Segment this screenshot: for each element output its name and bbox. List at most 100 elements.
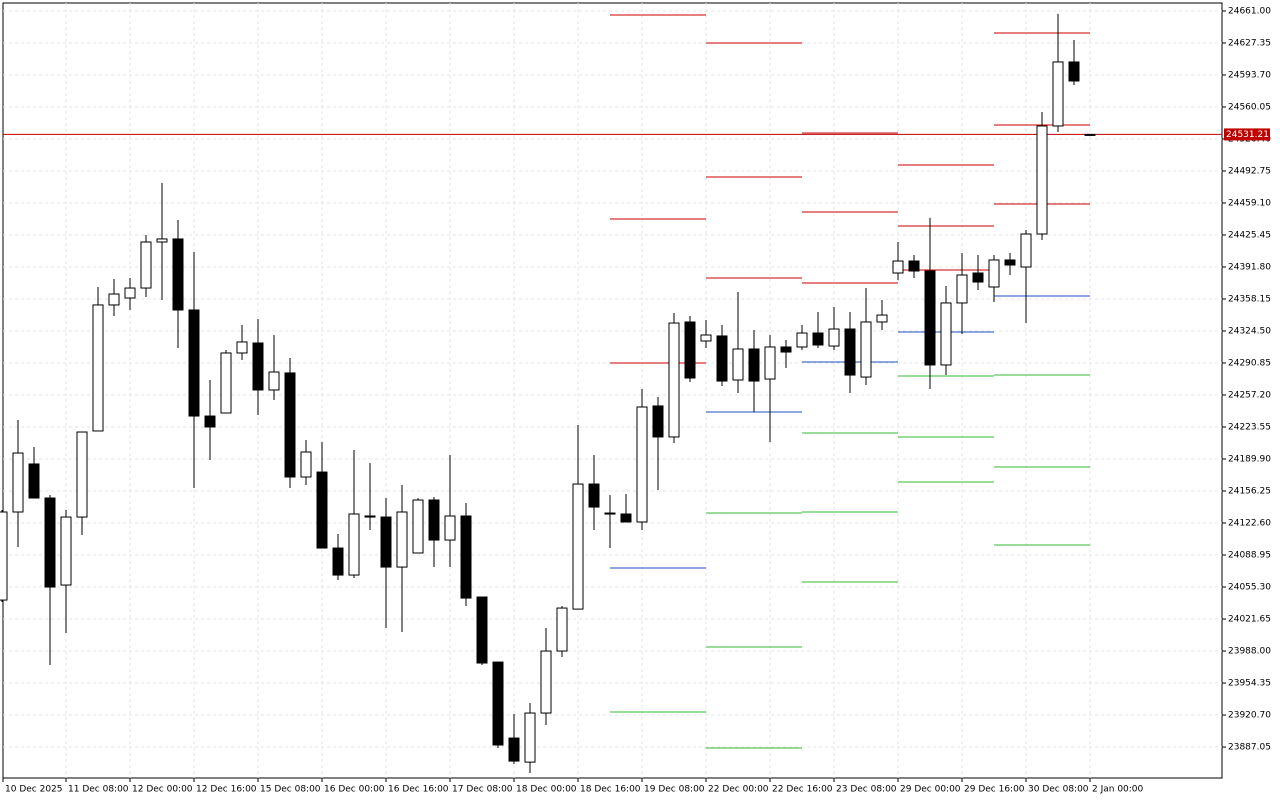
candle-body <box>268 371 280 391</box>
levels <box>3 14 1222 749</box>
y-tick-label: 23920.70 <box>1228 711 1271 721</box>
candle-body <box>956 274 968 304</box>
candle-body <box>460 515 472 599</box>
y-tick-label: 24324.50 <box>1228 327 1271 337</box>
candle-body <box>300 451 312 478</box>
y-tick-label: 24290.85 <box>1228 359 1271 369</box>
candle-body <box>1068 61 1080 82</box>
y-tick-label: 24661.00 <box>1228 6 1271 16</box>
y-tick-label: 24425.45 <box>1228 231 1271 241</box>
y-tick-label: 24088.95 <box>1228 551 1271 561</box>
x-tick-label: 11 Dec 08:00 <box>68 785 129 795</box>
candle-body <box>908 260 920 272</box>
candle-body <box>892 260 904 274</box>
candle-body <box>508 737 520 762</box>
candle-body <box>844 328 856 376</box>
candle-body <box>572 483 584 610</box>
candle-body <box>860 321 872 378</box>
x-tick-label: 18 Dec 16:00 <box>580 785 641 795</box>
candle-body <box>988 259 1000 288</box>
candle-body <box>444 515 456 541</box>
candle-body <box>1020 233 1032 268</box>
candle-body <box>44 497 56 588</box>
x-tick-label: 30 Dec 08:00 <box>1028 785 1089 795</box>
candle-body <box>588 483 600 508</box>
y-tick-label: 23954.35 <box>1228 679 1271 689</box>
y-tick-label: 24492.75 <box>1228 167 1271 177</box>
current-price-box <box>1224 128 1270 141</box>
candle-body <box>1036 125 1048 235</box>
x-tick-label: 12 Dec 16:00 <box>196 785 257 795</box>
candle-body <box>252 342 264 391</box>
y-tick-label: 24257.20 <box>1228 391 1271 401</box>
candle-body <box>924 270 936 366</box>
x-tick-label: 29 Dec 16:00 <box>964 785 1025 795</box>
candle-body <box>364 515 376 518</box>
candle-body <box>620 513 632 523</box>
candle-body <box>316 471 328 549</box>
candle-body <box>652 405 664 438</box>
y-tick-label: 24055.30 <box>1228 583 1271 593</box>
x-tick-label: 19 Dec 08:00 <box>644 785 705 795</box>
y-tick-label: 24391.80 <box>1228 263 1271 273</box>
candle-body <box>1084 133 1096 136</box>
grid <box>3 3 1222 778</box>
candle-body <box>140 241 152 289</box>
candle-body <box>972 272 984 283</box>
y-tick-label: 24627.35 <box>1228 38 1271 48</box>
candle-body <box>1004 259 1016 266</box>
candle-body <box>332 547 344 576</box>
candle-body <box>636 406 648 523</box>
y-tick-label: 24593.70 <box>1228 70 1271 80</box>
y-tick-label: 23988.00 <box>1228 647 1271 657</box>
candle-body <box>540 650 552 714</box>
y-tick-label: 24459.10 <box>1228 199 1271 209</box>
candle-body <box>668 322 680 438</box>
x-tick-label: 22 Dec 00:00 <box>708 785 769 795</box>
candle-body <box>1052 61 1064 127</box>
x-tick-label: 23 Dec 08:00 <box>836 785 897 795</box>
x-tick-label: 12 Dec 00:00 <box>132 785 193 795</box>
candle-body <box>700 334 712 342</box>
candle-body <box>76 431 88 518</box>
y-tick-label: 24122.60 <box>1228 519 1271 529</box>
x-tick-label: 18 Dec 00:00 <box>516 785 577 795</box>
x-tick-label: 22 Dec 16:00 <box>772 785 833 795</box>
y-tick-label: 24156.25 <box>1228 487 1271 497</box>
candle-body <box>476 596 488 664</box>
candle-body <box>284 372 296 478</box>
candle-body <box>204 415 216 428</box>
candle-body <box>604 512 616 515</box>
candle-body <box>348 513 360 576</box>
y-tick-label: 23887.05 <box>1228 743 1271 753</box>
candle-body <box>796 332 808 348</box>
candle-body <box>396 511 408 568</box>
x-tick-label: 2 Jan 00:00 <box>1092 785 1144 795</box>
candle-body <box>716 335 728 382</box>
candles <box>0 13 1096 774</box>
candle-body <box>940 302 952 366</box>
y-tick-label: 24021.65 <box>1228 615 1271 625</box>
candle-body <box>380 516 392 568</box>
axes: 24661.0024627.3524593.7024560.0524526.40… <box>2 6 1271 795</box>
x-tick-label: 15 Dec 08:00 <box>260 785 321 795</box>
candle-body <box>12 452 24 513</box>
candle-body <box>0 511 8 601</box>
candle-body <box>412 499 424 554</box>
candle-body <box>732 348 744 381</box>
candle-body <box>428 499 440 541</box>
y-tick-label: 24223.55 <box>1228 423 1271 433</box>
x-tick-label: 17 Dec 08:00 <box>452 785 513 795</box>
candle-body <box>764 346 776 380</box>
candle-body <box>684 321 696 379</box>
x-tick-label: 10 Dec 2025 <box>5 785 63 795</box>
candle-body <box>556 607 568 652</box>
candle-body <box>492 661 504 746</box>
x-tick-label: 16 Dec 16:00 <box>388 785 449 795</box>
candle-body <box>828 328 840 347</box>
plot-frame <box>2 2 1223 779</box>
candle-body <box>188 309 200 417</box>
x-tick-label: 16 Dec 00:00 <box>324 785 385 795</box>
